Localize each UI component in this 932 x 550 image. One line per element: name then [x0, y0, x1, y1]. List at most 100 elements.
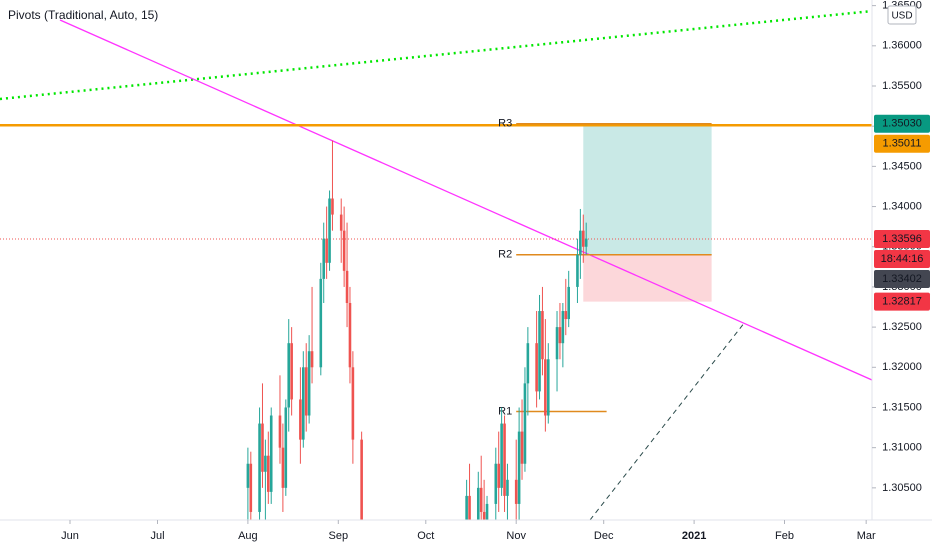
price-tag — [874, 134, 930, 153]
candle-body — [345, 270, 349, 303]
candle-body — [331, 198, 334, 215]
candle-body — [328, 198, 331, 263]
y-tick-label: 1.30500 — [882, 482, 922, 494]
candle-body — [465, 495, 468, 520]
x-tick-label: Dec — [594, 530, 614, 542]
y-tick-label: 1.36000 — [882, 40, 922, 52]
candle-body — [520, 431, 524, 464]
candle-body — [538, 311, 541, 392]
price-tag — [874, 292, 930, 311]
x-tick-label: Mar — [857, 530, 876, 542]
candle-body — [325, 238, 328, 263]
candle-body — [584, 238, 588, 247]
x-tick-label: 2021 — [682, 530, 706, 542]
candle-body — [506, 479, 509, 496]
price-tag-label: 1.33596 — [882, 233, 922, 245]
currency-box[interactable] — [887, 5, 917, 25]
candle-body — [564, 311, 568, 320]
profit-zone — [583, 123, 712, 255]
candle-body — [523, 383, 527, 464]
candle-body — [278, 415, 282, 448]
candle-body — [546, 359, 550, 416]
candle-body — [284, 407, 288, 488]
candle-body — [535, 343, 538, 392]
countdown-tag — [874, 250, 930, 269]
candle-body — [482, 511, 486, 520]
plot-area: R3 R2 R1 — [0, 9, 872, 520]
x-tick-label: Sep — [329, 530, 349, 542]
candle-body — [576, 254, 579, 287]
candle-body — [339, 214, 343, 231]
candle-body — [261, 423, 264, 472]
candle-body — [342, 230, 346, 271]
price-tag — [874, 270, 930, 289]
candle-body — [322, 238, 326, 279]
candle-body — [561, 311, 565, 344]
candle-body — [479, 487, 483, 512]
candle-body — [281, 447, 285, 488]
candle-body — [541, 311, 544, 360]
candle-body — [299, 399, 302, 440]
pivot-label: R2 — [498, 249, 512, 261]
loss-zone — [583, 254, 712, 302]
candle-body — [526, 343, 530, 384]
candle-body — [497, 463, 501, 488]
candle-body — [468, 495, 471, 520]
candle-body — [517, 431, 521, 504]
candle-body — [310, 351, 314, 368]
candle-body — [246, 463, 250, 488]
candle-body — [287, 343, 291, 408]
currency: USD — [891, 11, 912, 22]
green-trendline — [0, 9, 872, 101]
candle-body — [514, 479, 518, 504]
candle-body — [494, 463, 498, 504]
candle-body — [503, 423, 506, 496]
candle-body — [351, 367, 355, 440]
pink-trendline — [59, 19, 872, 381]
y-tick-label: 1.34500 — [882, 160, 922, 172]
candle-body — [267, 455, 270, 492]
price-tag — [874, 114, 930, 133]
candle-body — [567, 286, 570, 320]
price-tag-label: 1.33402 — [882, 273, 922, 285]
candle-body — [249, 463, 253, 512]
price-tag-label: 1.32817 — [882, 296, 922, 308]
candle-body — [269, 415, 273, 492]
candle-body — [544, 359, 547, 416]
x-tick-label: Jun — [61, 530, 79, 542]
x-tick-label: Feb — [775, 530, 794, 542]
y-tick-label: 1.31000 — [882, 442, 922, 454]
x-tick-label: Jul — [150, 530, 164, 542]
candle-body — [264, 455, 267, 472]
candle-body — [476, 487, 480, 520]
indicator-title[interactable]: Pivots (Traditional, Auto, 15) — [8, 8, 158, 22]
candle-body — [307, 351, 311, 416]
candle-body — [555, 327, 559, 360]
y-tick-label: 1.32000 — [882, 361, 922, 373]
candle-body — [485, 503, 489, 520]
x-tick-label: Nov — [506, 530, 526, 542]
candle-body — [258, 423, 261, 512]
price-tag-label: 1.35030 — [882, 118, 922, 130]
candle-body — [581, 230, 585, 247]
candle-body — [360, 439, 363, 520]
candle-body — [348, 302, 352, 368]
candle-body — [290, 343, 293, 400]
candle-body — [579, 230, 582, 255]
countdown: 18:44:16 — [881, 253, 924, 265]
pivot-label: R3 — [498, 118, 512, 130]
x-tick-label: Oct — [417, 530, 434, 542]
x-tick-label: Aug — [238, 530, 258, 542]
candle-body — [558, 327, 562, 344]
candle-body — [319, 278, 323, 368]
candle-body — [500, 423, 503, 488]
y-tick-label: 1.35500 — [882, 80, 922, 92]
price-tag — [874, 230, 930, 249]
candle-body — [302, 367, 305, 440]
pivot-label: R1 — [498, 405, 512, 417]
y-tick-label: 1.34000 — [882, 200, 922, 212]
candle-body — [304, 367, 308, 416]
